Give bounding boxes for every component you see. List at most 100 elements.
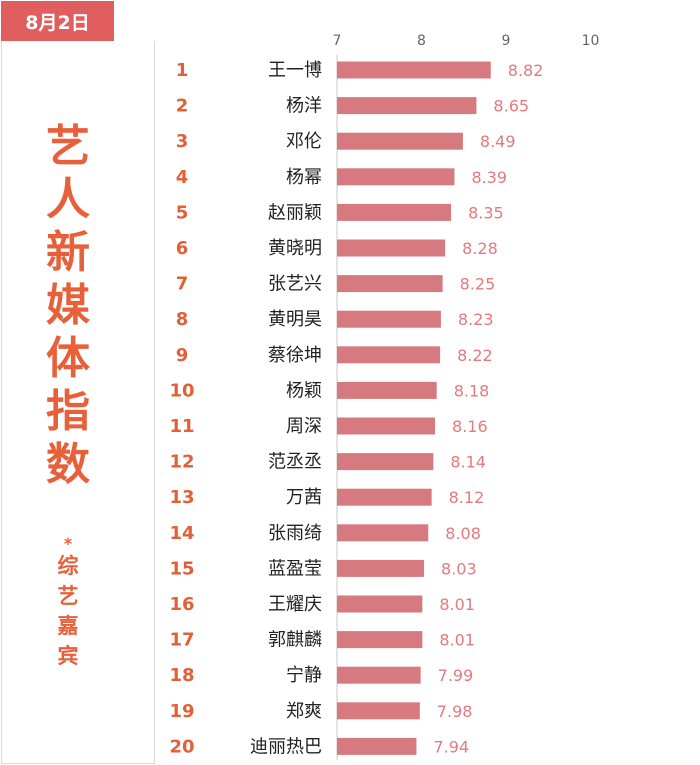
title-char: 人 (46, 174, 90, 225)
bar (337, 310, 441, 328)
chart-subtitle: * 综 艺 嘉 宾 (38, 534, 98, 671)
rank-label: 2 (176, 96, 189, 117)
value-label: 8.35 (468, 203, 504, 222)
rank-label: 3 (176, 131, 189, 152)
rank-label: 9 (176, 345, 189, 366)
value-label: 8.14 (450, 453, 486, 472)
rank-label: 7 (176, 274, 189, 295)
subtitle-char: 嘉 (57, 614, 79, 638)
subtitle-mark: * (63, 534, 73, 553)
category-label: 杨颖 (286, 380, 322, 401)
x-tick-label: 10 (582, 33, 600, 49)
bar (337, 631, 423, 649)
rank-label: 12 (169, 452, 194, 473)
value-label: 8.39 (471, 168, 507, 187)
bar (337, 524, 429, 542)
chart-title: 艺 人 新 媒 体 指 数 (38, 120, 98, 491)
category-label: 王耀庆 (268, 594, 322, 615)
bar (337, 488, 432, 506)
title-char: 指 (46, 386, 90, 437)
value-label: 7.98 (437, 702, 473, 721)
bar (337, 737, 417, 755)
value-label: 8.03 (441, 559, 477, 578)
rank-label: 17 (169, 630, 194, 651)
rank-label: 16 (169, 594, 194, 615)
category-label: 王一博 (268, 60, 322, 81)
rank-label: 18 (169, 665, 194, 686)
subtitle-char: 艺 (57, 584, 79, 608)
value-label: 7.99 (438, 666, 474, 685)
bar (337, 381, 437, 399)
title-char: 新 (46, 227, 90, 278)
x-tick-label: 9 (502, 33, 511, 49)
rank-label: 6 (176, 238, 189, 259)
category-label: 黄晓明 (268, 238, 322, 259)
category-label: 杨洋 (286, 96, 322, 117)
value-label: 8.28 (462, 239, 498, 258)
value-label: 8.25 (460, 275, 496, 294)
category-label: 黄明昊 (268, 309, 322, 330)
category-label: 郭麒麟 (268, 630, 322, 651)
rank-label: 14 (169, 523, 194, 544)
x-tick-label: 7 (333, 33, 342, 49)
value-label: 8.18 (454, 381, 490, 400)
rank-label: 5 (176, 202, 189, 223)
date-badge: 8月2日 (1, 1, 114, 41)
title-char: 体 (46, 333, 90, 384)
rank-label: 15 (169, 558, 194, 579)
value-label: 8.23 (458, 310, 494, 329)
value-label: 8.16 (452, 417, 488, 436)
bar (337, 203, 452, 221)
bar (337, 168, 455, 186)
category-label: 周深 (286, 416, 322, 437)
value-label: 8.82 (508, 61, 544, 80)
bar (337, 346, 441, 364)
rank-label: 10 (169, 380, 194, 401)
category-label: 宁静 (286, 665, 322, 686)
category-label: 蓝盈莹 (268, 558, 322, 579)
value-label: 8.49 (480, 132, 516, 151)
title-char: 数 (46, 439, 90, 490)
rank-label: 8 (176, 309, 189, 330)
title-char: 媒 (46, 280, 90, 331)
bar (337, 595, 423, 613)
rank-label: 13 (169, 487, 194, 508)
subtitle-char: 综 (57, 554, 79, 578)
value-label: 8.08 (445, 524, 481, 543)
title-char: 艺 (46, 121, 90, 172)
rank-label: 20 (169, 736, 194, 757)
bar (337, 97, 477, 115)
category-label: 蔡徐坤 (268, 345, 322, 366)
value-label: 8.01 (439, 631, 475, 650)
x-tick-label: 8 (417, 33, 426, 49)
left-panel (1, 41, 155, 764)
bar (337, 417, 436, 435)
rank-label: 11 (169, 416, 194, 437)
category-label: 万茜 (286, 487, 322, 508)
value-label: 8.65 (493, 97, 529, 116)
bar (337, 132, 463, 150)
value-label: 8.12 (449, 488, 485, 507)
bar (337, 702, 420, 720)
category-label: 赵丽颖 (268, 202, 322, 223)
rank-label: 1 (176, 60, 189, 81)
subtitle-char: 宾 (57, 644, 79, 668)
rank-label: 4 (176, 167, 189, 188)
bar (337, 453, 434, 471)
category-label: 杨幂 (286, 167, 322, 188)
value-label: 7.94 (433, 737, 469, 756)
value-label: 8.01 (439, 595, 475, 614)
category-label: 张雨绮 (268, 523, 322, 544)
bar (337, 666, 421, 684)
category-label: 范丞丞 (268, 452, 322, 473)
category-label: 郑爽 (286, 701, 322, 722)
bar (337, 239, 446, 257)
bar (337, 275, 443, 293)
bar (337, 559, 425, 577)
rank-label: 19 (169, 701, 194, 722)
category-label: 张艺兴 (268, 274, 322, 295)
bar (337, 61, 491, 79)
category-label: 邓伦 (286, 131, 322, 152)
category-label: 迪丽热巴 (250, 736, 322, 757)
